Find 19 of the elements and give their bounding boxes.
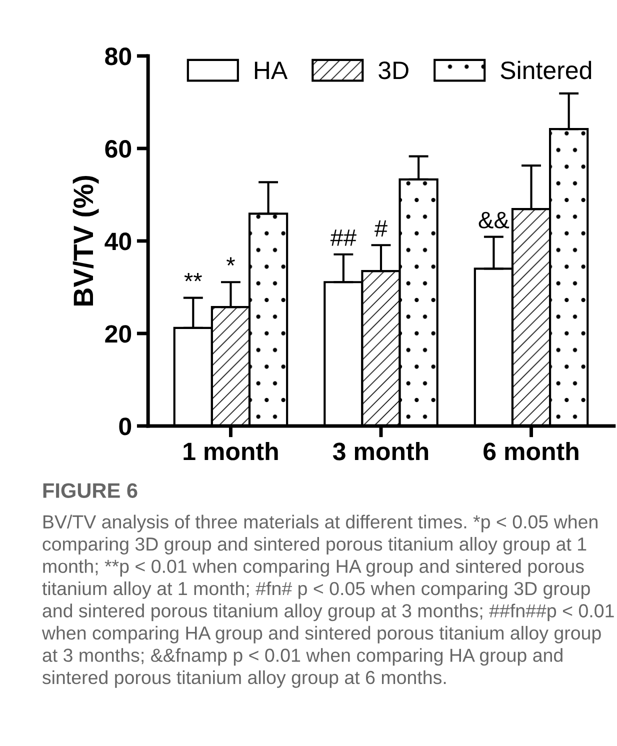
text: FIGURE 6 — [43, 483, 138, 498]
y-tick-label: 40 — [104, 232, 132, 250]
legend-label: HA — [254, 62, 288, 79]
x-tick-label: 3 month — [332, 442, 428, 460]
x-tick-label: 1 month — [184, 442, 278, 460]
y-tick-label: 60 — [105, 140, 132, 158]
x-tick-label: 6 month — [484, 442, 578, 460]
annotation: ** — [184, 273, 202, 282]
legend-label: Sintered — [500, 60, 592, 80]
y-axis-title: BV/TV (%) — [72, 176, 99, 306]
annotation: && — [478, 212, 510, 228]
annotation: ## — [330, 230, 356, 246]
annotation: * — [226, 257, 235, 266]
annotation: # — [374, 220, 388, 237]
y-tick-label: 20 — [105, 325, 132, 343]
y-tick-label: 80 — [105, 48, 132, 66]
text: BV/TV analysis of three materials at different times. *p < 0.05 when comparing 3D group and sintered porous titanium alloy group at 1 month; **p < 0.01 when comparing HA group and sintered porous titanium alloy at 1 month; #fn# p < 0.05 when comparing 3D group and sintered porous titanium alloy group at 3 months; ##fn##p < 0.01 when comparing HA group and sintered porous titanium alloy group at 3 months; &&fnamp p < 0.01 when comparing HA group and sintered porous titanium alloy group at 6 months. — [42, 514, 614, 688]
legend-label: 3D — [378, 61, 408, 80]
y-tick-label: 0 — [119, 418, 132, 436]
